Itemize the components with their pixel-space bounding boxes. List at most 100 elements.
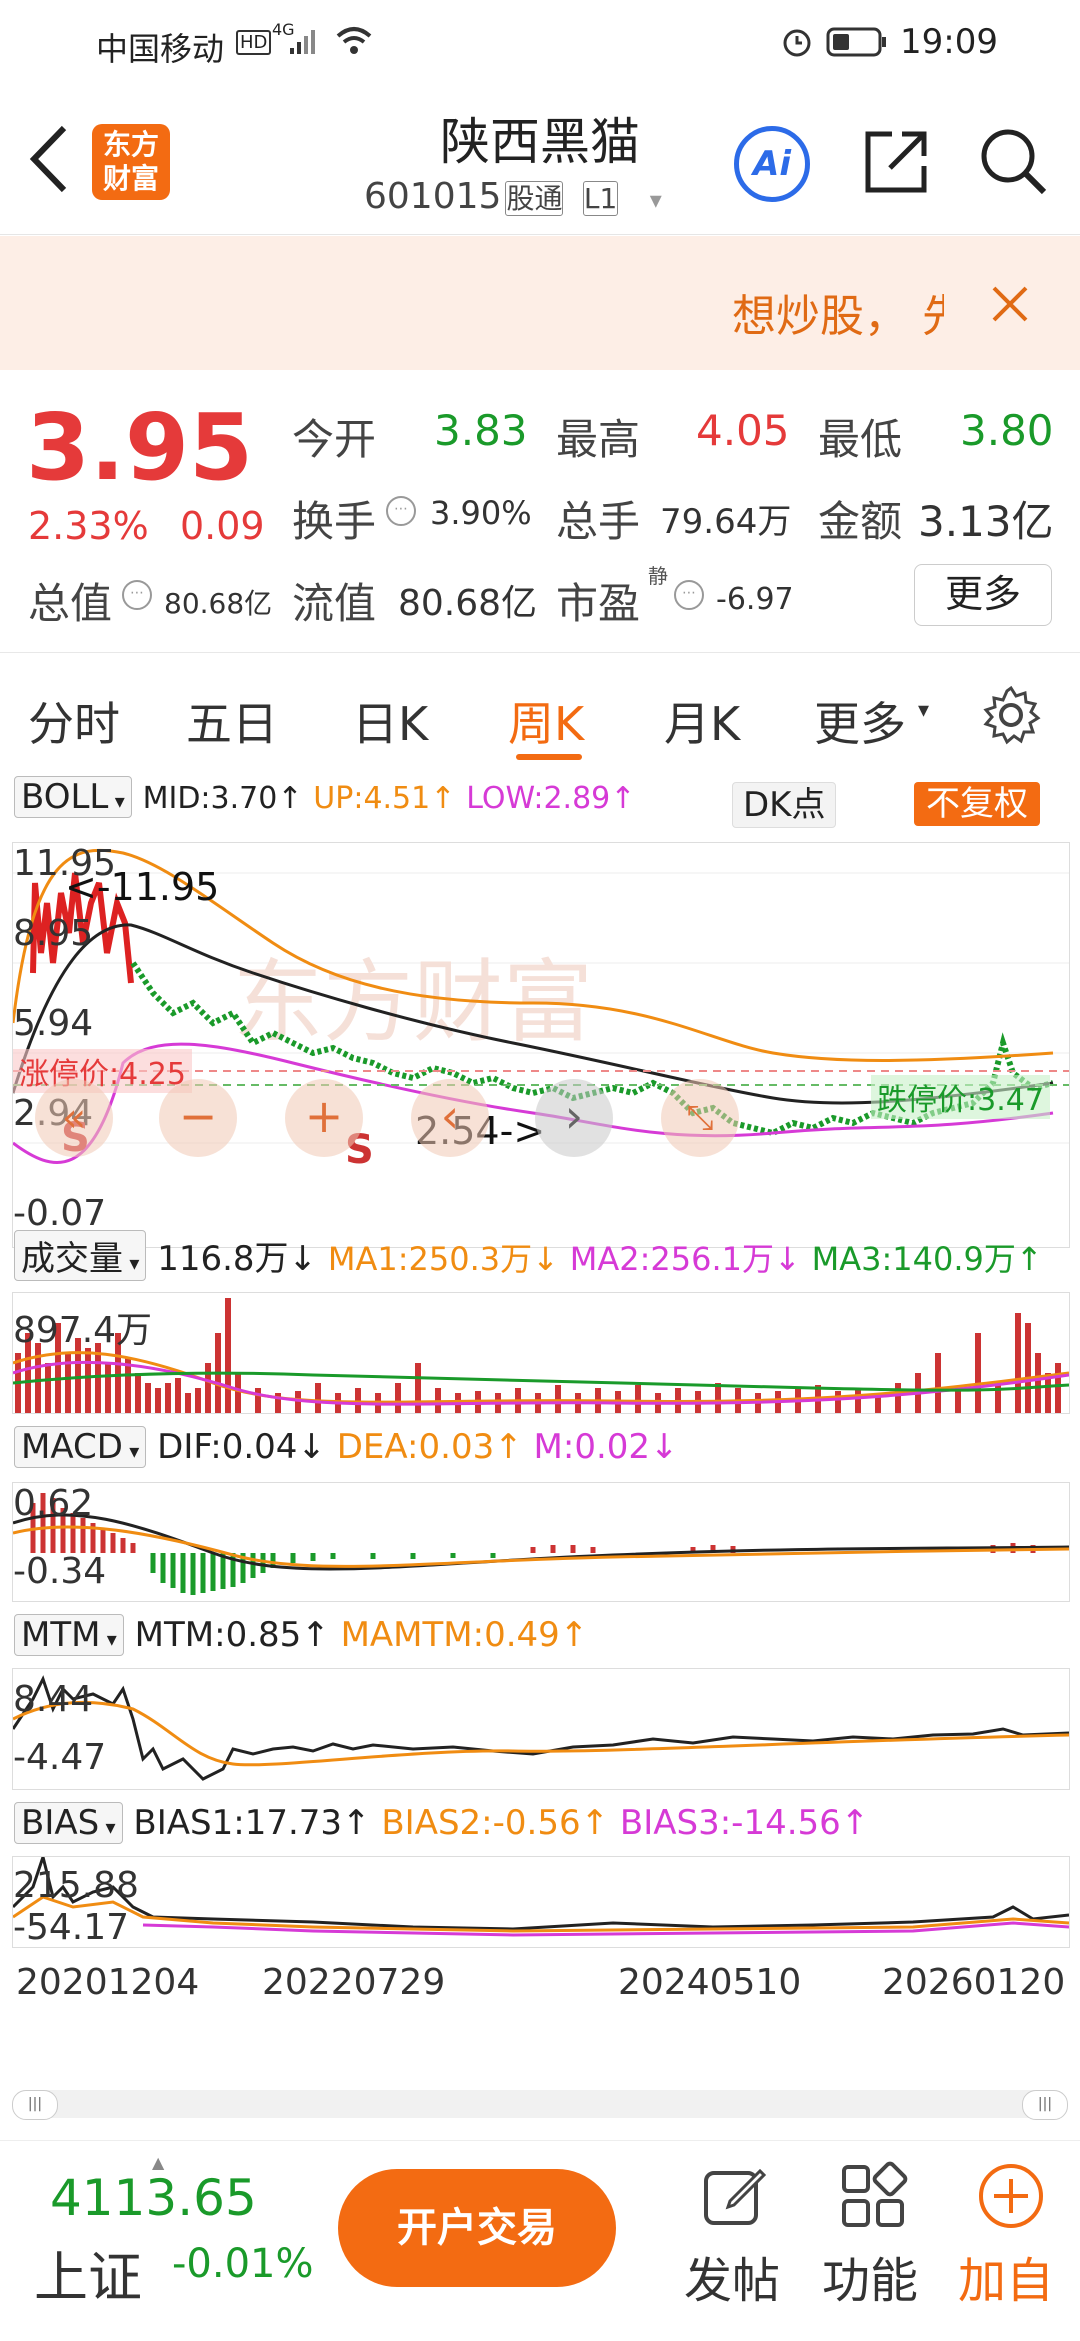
hk-connect-badge: 股通	[505, 181, 564, 216]
bias3-value: BIAS3:-14.56↑	[619, 1803, 870, 1843]
carrier-label: 中国移动	[96, 30, 225, 68]
macd-select[interactable]: MACD ▾	[14, 1426, 147, 1468]
banner-text: 想炒股，	[732, 291, 908, 342]
change-value: 0.09	[180, 504, 265, 548]
add-watchlist-label[interactable]: 加自	[958, 2253, 1055, 2309]
macd-indicator-row: MACD ▾ DIF:0.04↓ DEA:0.03↑ M:0.02↓	[14, 1426, 679, 1468]
tab-monthly[interactable]: 月K	[664, 697, 741, 751]
time-range-scrollbar[interactable]: ||| |||	[12, 2090, 1068, 2120]
macd-svg	[13, 1493, 1069, 1595]
tab-5day[interactable]: 五日	[186, 697, 278, 751]
quote-panel: 3.95 2.33% 0.09 总值 ⋯ 80.68亿 今开 3.83 最高 4…	[0, 370, 1080, 653]
promo-banner[interactable]: 想炒股， 先	[0, 236, 1080, 370]
info-icon[interactable]: ⋯	[122, 580, 152, 610]
volume-label: 总手	[556, 497, 641, 546]
bias-indicator-row: BIAS ▾ BIAS1:17.73↑ BIAS2:-0.56↑ BIAS3:-…	[14, 1802, 869, 1844]
index-name[interactable]: 上证	[34, 2246, 142, 2309]
search-icon[interactable]	[976, 124, 1050, 198]
volume-panel: 897.4万	[12, 1292, 1070, 1414]
dk-point-button[interactable]: DK点	[732, 782, 837, 828]
signal-icon	[290, 30, 315, 54]
edit-post-icon[interactable]	[700, 2163, 768, 2231]
index-change: -0.01%	[172, 2241, 314, 2287]
y-label-3: 5.94	[13, 1003, 94, 1044]
volume-select[interactable]: 成交量 ▾	[14, 1230, 147, 1281]
bias-y1: 215.88	[13, 1865, 139, 1906]
macd-dif: DIF:0.04↓	[157, 1427, 326, 1467]
pe-value: -6.97	[716, 582, 794, 617]
alarm-icon	[783, 29, 811, 57]
settings-gear-icon[interactable]	[980, 684, 1042, 746]
date-label: 20220729	[262, 1962, 446, 2003]
date-axis: 20201204 20220729 20240510 20260120	[0, 1952, 1080, 2012]
app-logo[interactable]: 东方 财富	[92, 124, 170, 200]
date-label: 20240510	[618, 1962, 802, 2003]
share-icon[interactable]	[862, 126, 932, 196]
index-value[interactable]: 4113.65	[50, 2169, 257, 2227]
mtm-svg	[13, 1675, 1069, 1781]
mtm-value: MTM:0.85↑	[134, 1615, 330, 1655]
tab-intraday[interactable]: 分时	[28, 697, 120, 751]
mtm-select[interactable]: MTM ▾	[14, 1614, 124, 1656]
low-label: 最低	[818, 415, 903, 464]
date-label: 20201204	[16, 1962, 200, 2003]
boll-select[interactable]: BOLL ▾	[14, 776, 132, 818]
fullscreen-icon[interactable]: ⤡	[661, 1079, 739, 1157]
add-watchlist-icon[interactable]	[976, 2161, 1046, 2231]
tab-weekly[interactable]: 周K	[508, 697, 585, 751]
info-icon[interactable]: ⋯	[386, 496, 416, 526]
limit-up-label: 涨停价:4.25	[13, 1049, 192, 1093]
more-button[interactable]: 更多	[914, 564, 1052, 626]
tab-more[interactable]: 更多	[814, 697, 906, 751]
mktcap-value: 80.68亿	[164, 587, 273, 620]
open-account-trade-button[interactable]: 开户交易	[338, 2169, 616, 2287]
y-label-2: 8.95	[13, 913, 94, 954]
rewind-button[interactable]: «	[35, 1079, 113, 1157]
bias-panel: 215.88 -54.17	[12, 1856, 1070, 1948]
next-button[interactable]: ›	[535, 1079, 613, 1157]
close-icon[interactable]	[990, 284, 1030, 324]
logo-line2: 财富	[102, 162, 159, 195]
volume-indicator-row: 成交量 ▾ 116.8万↓ MA1:250.3万↓ MA2:256.1万↓ MA…	[14, 1230, 1043, 1281]
post-label[interactable]: 发帖	[684, 2253, 781, 2309]
high-marker: <-11.95	[65, 865, 220, 909]
bias-y2: -54.17	[13, 1907, 130, 1948]
zoom-in-button[interactable]: +	[285, 1079, 363, 1157]
function-grid-icon[interactable]	[838, 2161, 908, 2231]
kline-chart-area[interactable]: BOLL ▾ MID:3.70↑ UP:4.51↑ LOW:2.89↑ DK点 …	[0, 772, 1080, 2120]
pe-label: 市盈	[556, 579, 641, 628]
bias-select[interactable]: BIAS ▾	[14, 1802, 123, 1844]
boll-low: LOW:2.89↑	[466, 781, 636, 816]
dropdown-icon[interactable]: ▾	[649, 186, 662, 214]
clock: 19:09	[900, 22, 998, 62]
active-tab-indicator	[516, 754, 582, 760]
bias-svg	[13, 1857, 1069, 1937]
info-icon[interactable]: ⋯	[674, 580, 704, 610]
tab-daily[interactable]: 日K	[352, 697, 429, 751]
prev-button[interactable]: ‹	[411, 1079, 489, 1157]
adjust-button[interactable]: 不复权	[914, 782, 1040, 826]
boll-indicator-row: BOLL ▾ MID:3.70↑ UP:4.51↑ LOW:2.89↑	[14, 776, 635, 818]
pe-static-sup: 静	[648, 564, 668, 588]
back-icon[interactable]	[26, 124, 70, 194]
y-label-1: 11.95	[13, 843, 117, 884]
volume-value: 116.8万↓	[157, 1239, 318, 1279]
range-handle-right[interactable]: |||	[1022, 2090, 1068, 2120]
range-handle-left[interactable]: |||	[12, 2090, 58, 2120]
stock-code: 601015	[364, 176, 502, 217]
macd-dea: DEA:0.03↑	[336, 1427, 523, 1467]
zoom-out-button[interactable]: −	[159, 1079, 237, 1157]
mtm-panel: 8.44 -4.47	[12, 1668, 1070, 1790]
stock-name: 陕西黑猫	[440, 113, 640, 171]
y-label-5: -0.07	[13, 1193, 107, 1234]
float-label: 流值	[292, 579, 377, 628]
ai-button[interactable]: Ai	[734, 126, 810, 202]
bias2-value: BIAS2:-0.56↑	[381, 1803, 610, 1843]
function-label[interactable]: 功能	[822, 2253, 919, 2309]
banner-text-cut: 先	[922, 280, 944, 344]
open-value: 3.83	[434, 406, 528, 455]
boll-up-line	[13, 848, 1054, 1062]
volume-y-label: 897.4万	[13, 1310, 153, 1351]
vol-ma3: MA3:140.9万↑	[811, 1240, 1043, 1278]
macd-m: M:0.02↓	[533, 1427, 679, 1467]
